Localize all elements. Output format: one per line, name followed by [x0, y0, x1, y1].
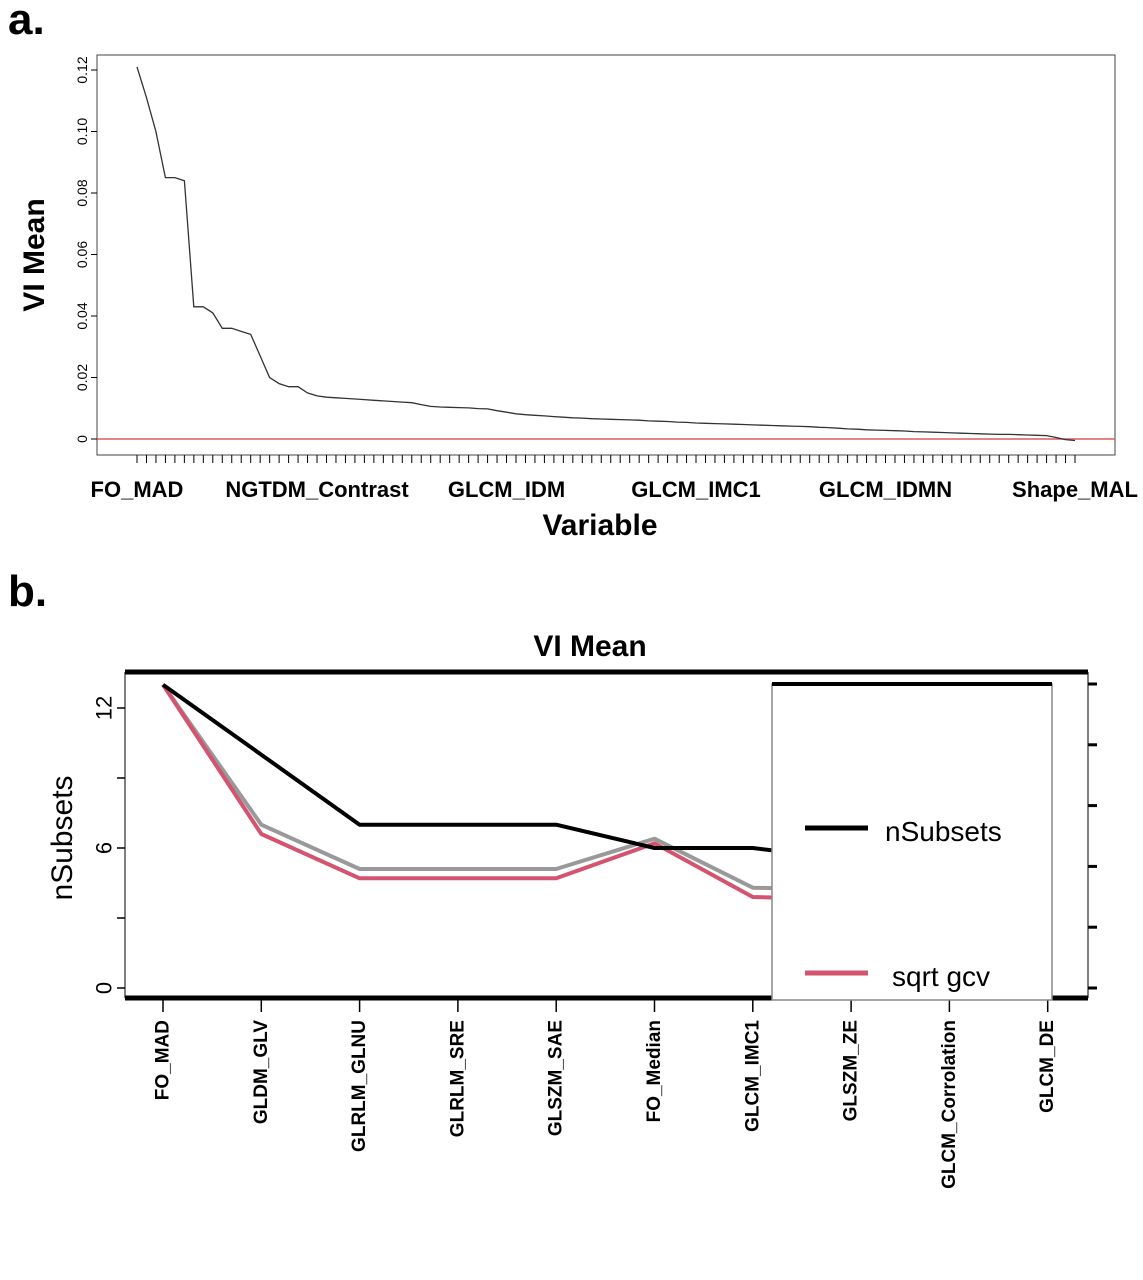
chart-a-y-tick-label: 0.06 [74, 241, 90, 268]
chart-a-plot-frame [96, 54, 1116, 456]
chart-a-x-axis-title: Variable [542, 509, 657, 542]
chart-b-y-tick-label: 6 [92, 842, 117, 854]
chart-a-y-tick-label: 0 [74, 435, 90, 443]
chart-a-y-tick-label: 0.12 [74, 56, 90, 83]
chart-b: VI Mean 0 6 12 FO_MAD GLDM_GLV GLRLM_GLNU GLR… [46, 630, 1097, 1189]
chart-a-y-tick-label: 0.04 [74, 302, 90, 329]
panel-a-letter: a. [8, 0, 45, 44]
chart-b-x-tick-label: GLSZM_ZE [841, 1020, 862, 1121]
chart-b-x-tick-label: GLSZM_SAE [546, 1020, 567, 1136]
chart-b-y-tick-label: 12 [92, 696, 117, 720]
chart-b-y-tick-label: 0 [92, 982, 117, 994]
chart-a-x-tick-label: NGTDM_Contrast [225, 477, 409, 502]
chart-b-right-axis [1088, 682, 1097, 990]
chart-b-x-tick-label: GLCM_IMC1 [742, 1020, 763, 1132]
chart-a-y-tick-label: 0.10 [74, 118, 90, 145]
chart-b-x-axis: FO_MAD GLDM_GLV GLRLM_GLNU GLRLM_SRE GLSZM_S… [153, 1000, 1058, 1189]
chart-b-x-tick-label: GLRLM_GLNU [349, 1020, 370, 1152]
chart-a-y-axis: 0 0.02 0.04 0.06 0.08 0.10 0.12 [74, 56, 97, 443]
chart-b-x-tick-label: GLCM_DE [1037, 1020, 1058, 1113]
chart-a-series-line [136, 66, 1076, 442]
chart-b-x-tick-label: GLDM_GLV [251, 1020, 272, 1124]
chart-a-x-tick-label: GLCM_IMC1 [631, 477, 761, 502]
chart-a-y-tick-label: 0.02 [74, 364, 90, 391]
chart-a-x-tick-label: GLCM_IDMN [819, 477, 952, 502]
chart-a-y-tick-label: 0.08 [74, 179, 90, 206]
chart-b-y-axis: 0 6 12 [92, 696, 125, 994]
chart-a-x-tick-label: Shape_MAL [1012, 477, 1138, 502]
panel-b-letter: b. [8, 567, 47, 616]
chart-b-y-axis-title: nSubsets [46, 775, 79, 900]
chart-b-x-tick-label: GLRLM_SRE [447, 1020, 468, 1137]
legend-label-nsubsets: nSubsets [885, 816, 1002, 847]
chart-a-x-tick-label: FO_MAD [91, 477, 184, 502]
legend-label-sqrt-gcv: sqrt gcv [892, 961, 990, 992]
chart-b-x-tick-label: GLCM_Corrolation [939, 1020, 960, 1189]
chart-b-legend: nSubsets sqrt gcv [771, 682, 1053, 1001]
chart-b-x-tick-label: FO_Median [644, 1020, 665, 1122]
chart-a-x-axis: FO_MAD NGTDM_Contrast GLCM_IDM GLCM_IMC1 GLC… [91, 455, 1138, 502]
chart-b-x-tick-label: FO_MAD [153, 1020, 174, 1100]
chart-a: 0 0.02 0.04 0.06 0.08 0.10 0.12 FO_MAD NGTDM_Co… [18, 54, 1138, 542]
chart-a-y-axis-title: VI Mean [18, 198, 51, 311]
chart-a-x-tick-label: GLCM_IDM [448, 477, 565, 502]
chart-b-title: VI Mean [533, 630, 646, 663]
legend-box [771, 683, 1053, 1001]
